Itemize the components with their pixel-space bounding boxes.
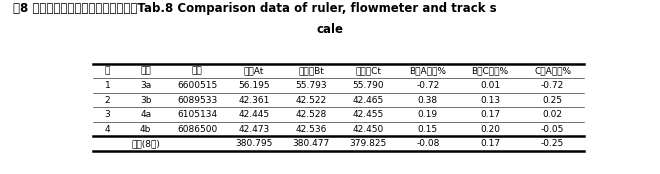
Text: 6089533: 6089533 (177, 96, 217, 105)
Text: 55.790: 55.790 (352, 81, 384, 90)
Text: B比A差率%: B比A差率% (409, 66, 446, 76)
Text: 0.38: 0.38 (418, 96, 438, 105)
Text: 56.195: 56.195 (238, 81, 270, 90)
Text: 42.465: 42.465 (352, 96, 383, 105)
Text: 42.536: 42.536 (296, 125, 327, 134)
Text: -0.25: -0.25 (541, 139, 564, 148)
Text: 检尺At: 检尺At (244, 66, 265, 76)
Text: 3: 3 (105, 110, 110, 119)
Text: 2: 2 (105, 96, 110, 105)
Text: 380.477: 380.477 (292, 139, 330, 148)
Text: C比A差率%: C比A差率% (534, 66, 571, 76)
Text: 0.19: 0.19 (418, 110, 438, 119)
Text: 3b: 3b (140, 96, 151, 105)
Text: 4: 4 (105, 125, 110, 134)
Text: 55.793: 55.793 (295, 81, 327, 90)
Text: 6105134: 6105134 (177, 110, 217, 119)
Text: 42.445: 42.445 (238, 110, 270, 119)
Text: 42.455: 42.455 (352, 110, 383, 119)
Text: 4b: 4b (140, 125, 151, 134)
Text: -0.08: -0.08 (416, 139, 440, 148)
Text: 3a: 3a (140, 81, 151, 90)
Text: -0.72: -0.72 (416, 81, 440, 90)
Text: 380.795: 380.795 (236, 139, 273, 148)
Text: 0.02: 0.02 (543, 110, 562, 119)
Text: 42.361: 42.361 (238, 96, 270, 105)
Text: 1: 1 (105, 81, 110, 90)
Text: 4a: 4a (140, 110, 151, 119)
Text: 0.13: 0.13 (480, 96, 500, 105)
Text: 42.450: 42.450 (352, 125, 383, 134)
Text: cale: cale (317, 23, 343, 36)
Text: -0.05: -0.05 (541, 125, 564, 134)
Text: 合计(8车): 合计(8车) (131, 139, 160, 148)
Text: 6086500: 6086500 (177, 125, 217, 134)
Text: 0.17: 0.17 (480, 110, 500, 119)
Text: 0.01: 0.01 (480, 81, 500, 90)
Text: 轨道衡Ct: 轨道衡Ct (355, 66, 381, 76)
Text: 测位: 测位 (141, 66, 151, 76)
Text: 42.528: 42.528 (296, 110, 327, 119)
Text: 0.17: 0.17 (480, 139, 500, 148)
Text: 42.522: 42.522 (296, 96, 327, 105)
Text: 0.25: 0.25 (543, 96, 562, 105)
Text: B比C差率%: B比C差率% (472, 66, 509, 76)
Text: 0.20: 0.20 (480, 125, 500, 134)
Text: -0.72: -0.72 (541, 81, 564, 90)
Text: 42.473: 42.473 (238, 125, 270, 134)
Text: 序: 序 (105, 66, 110, 76)
Text: 流量计Bt: 流量计Bt (298, 66, 324, 76)
Text: 车号: 车号 (192, 66, 203, 76)
Text: 379.825: 379.825 (349, 139, 387, 148)
Text: 6600515: 6600515 (177, 81, 217, 90)
Text: 表8 检尺、流量计、轨道衡的比对数据Tab.8 Comparison data of ruler, flowmeter and track s: 表8 检尺、流量计、轨道衡的比对数据Tab.8 Comparison data … (13, 2, 497, 15)
Text: 0.15: 0.15 (418, 125, 438, 134)
